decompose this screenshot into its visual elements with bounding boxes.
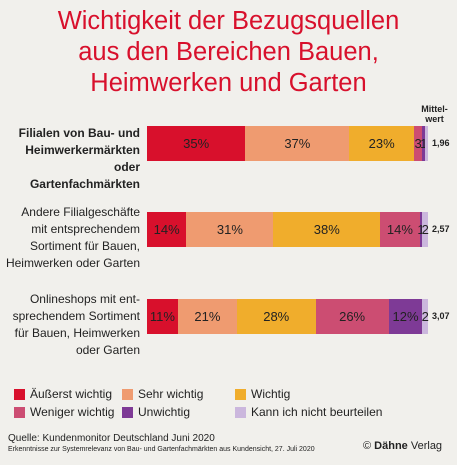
legend-label: Sehr wichtig [138, 387, 204, 401]
bar-segment: 31% [186, 212, 274, 247]
legend-item-unwichtig: Unwichtig [122, 405, 235, 419]
data-label: 21% [194, 309, 221, 324]
bar-segment: 35% [147, 126, 246, 161]
publisher-suffix: Verlag [410, 440, 443, 452]
legend-label: Wichtig [251, 387, 291, 401]
legend-swatch [235, 388, 246, 400]
publisher-logo: © Dähne Verlag [363, 440, 442, 452]
legend-item-aeusserst-wichtig: Äußerst wichtig [14, 387, 122, 401]
data-label: 14% [153, 222, 180, 237]
data-label: 11% [149, 309, 175, 324]
mittelwert-header: Mittel- wert [412, 104, 457, 124]
legend: Äußerst wichtig Sehr wichtig Wichtig Wen… [14, 387, 454, 419]
note-text: Erkenntnisse zur Systemrelevanz von Bau-… [8, 446, 315, 453]
category-label-line: Andere Filialgeschäfte [21, 205, 140, 219]
data-label: 35% [183, 136, 210, 151]
category-label-line: Sortiment für Bauen, [29, 239, 140, 253]
stacked-bar: 11% 21% 28% 26% 12% 2 [147, 299, 429, 334]
legend-swatch [122, 388, 133, 400]
source-text: Quelle: Kundenmonitor Deutschland Juni 2… [8, 433, 215, 444]
category-label: Onlineshops mit ent-sprechendem Sortimen… [0, 291, 140, 359]
legend-label: Äußerst wichtig [30, 387, 113, 401]
legend-swatch [122, 406, 133, 418]
category-label-line: Heimwerkermärkten oder [25, 143, 140, 174]
data-label: 1 [417, 222, 425, 237]
bar-segment: 28% [236, 299, 316, 334]
category-label-line: Gartenfachmärkten [29, 177, 140, 191]
chart-title: Wichtigkeit der Bezugsquellen aus den Be… [0, 6, 457, 99]
category-label-line: Heimwerken oder Garten [5, 256, 140, 270]
legend-item-weniger-wichtig: Weniger wichtig [14, 405, 122, 419]
category-label-line: Onlineshops mit ent- [29, 292, 140, 306]
bar-segment: 21% [177, 299, 237, 334]
copyright-symbol: © [363, 440, 372, 452]
mittelwert-line-2: wert [425, 114, 444, 124]
legend-swatch [14, 406, 25, 418]
data-label: 2 [421, 309, 429, 324]
legend-label: Unwichtig [138, 405, 191, 419]
bar-segment: 12% [388, 299, 423, 334]
legend-label: Weniger wichtig [30, 405, 115, 419]
data-label: 1 [420, 136, 428, 151]
category-label-line: sprechendem Sortiment [12, 309, 140, 323]
bar-segment: 2 [421, 212, 429, 247]
bar-segment: 23% [349, 126, 414, 161]
bar-segment: 2 [421, 299, 429, 334]
category-label: Filialen von Bau- und Heimwerkermärkten o… [0, 125, 140, 193]
data-label: 38% [313, 222, 340, 237]
category-label-line: Filialen von Bau- und [18, 126, 140, 140]
bar-segment [425, 126, 428, 161]
bar-segment: 38% [273, 212, 381, 247]
title-line-1: Wichtigkeit der Bezugsquellen [57, 7, 400, 35]
mean-value: 3,07 [432, 311, 450, 321]
bar-segment: 11% [147, 299, 178, 334]
mittelwert-line-1: Mittel- [421, 104, 448, 114]
data-label: 26% [339, 309, 366, 324]
bar-segment: 26% [315, 299, 389, 334]
category-label-line: für Bauen, Heimwerken [14, 326, 140, 340]
bar-segment: 1 [417, 212, 425, 247]
legend-item-wichtig: Wichtig [235, 387, 405, 401]
bar-segment: 37% [245, 126, 350, 161]
legend-item-sehr-wichtig: Sehr wichtig [122, 387, 235, 401]
legend-swatch [14, 388, 25, 400]
category-label-line: oder Garten [75, 343, 140, 357]
category-label: Andere Filialgeschäfte mit entsprechendem… [0, 204, 140, 272]
publisher-name: Dähne [374, 440, 408, 452]
title-line-2: aus den Bereichen Bauen, [78, 38, 379, 66]
title-line-3: Heimwerken und Garten [90, 69, 367, 97]
bar-segment: 3 [413, 126, 423, 161]
bar-segment: 14% [147, 212, 187, 247]
data-label: 23% [368, 136, 395, 151]
mean-value: 1,96 [432, 138, 450, 148]
data-label: 2 [421, 222, 429, 237]
data-label: 37% [284, 136, 311, 151]
bar-segment: 1 [420, 126, 428, 161]
legend-swatch [235, 406, 246, 418]
stacked-bar: 14% 31% 38% 14% 1 2 [147, 212, 429, 247]
legend-item-kann-ich-nicht-beurteilen: Kann ich nicht beurteilen [235, 405, 405, 419]
data-label: 12% [392, 309, 419, 324]
data-label: 28% [263, 309, 290, 324]
legend-label: Kann ich nicht beurteilen [251, 405, 383, 419]
stacked-bar: 35% 37% 23% 3 1 [147, 126, 428, 161]
category-label-line: mit entsprechendem [31, 222, 140, 236]
data-label: 31% [216, 222, 243, 237]
bar-segment: 14% [380, 212, 420, 247]
mean-value: 2,57 [432, 224, 450, 234]
data-label: 14% [386, 222, 413, 237]
data-label: 3 [414, 136, 422, 151]
